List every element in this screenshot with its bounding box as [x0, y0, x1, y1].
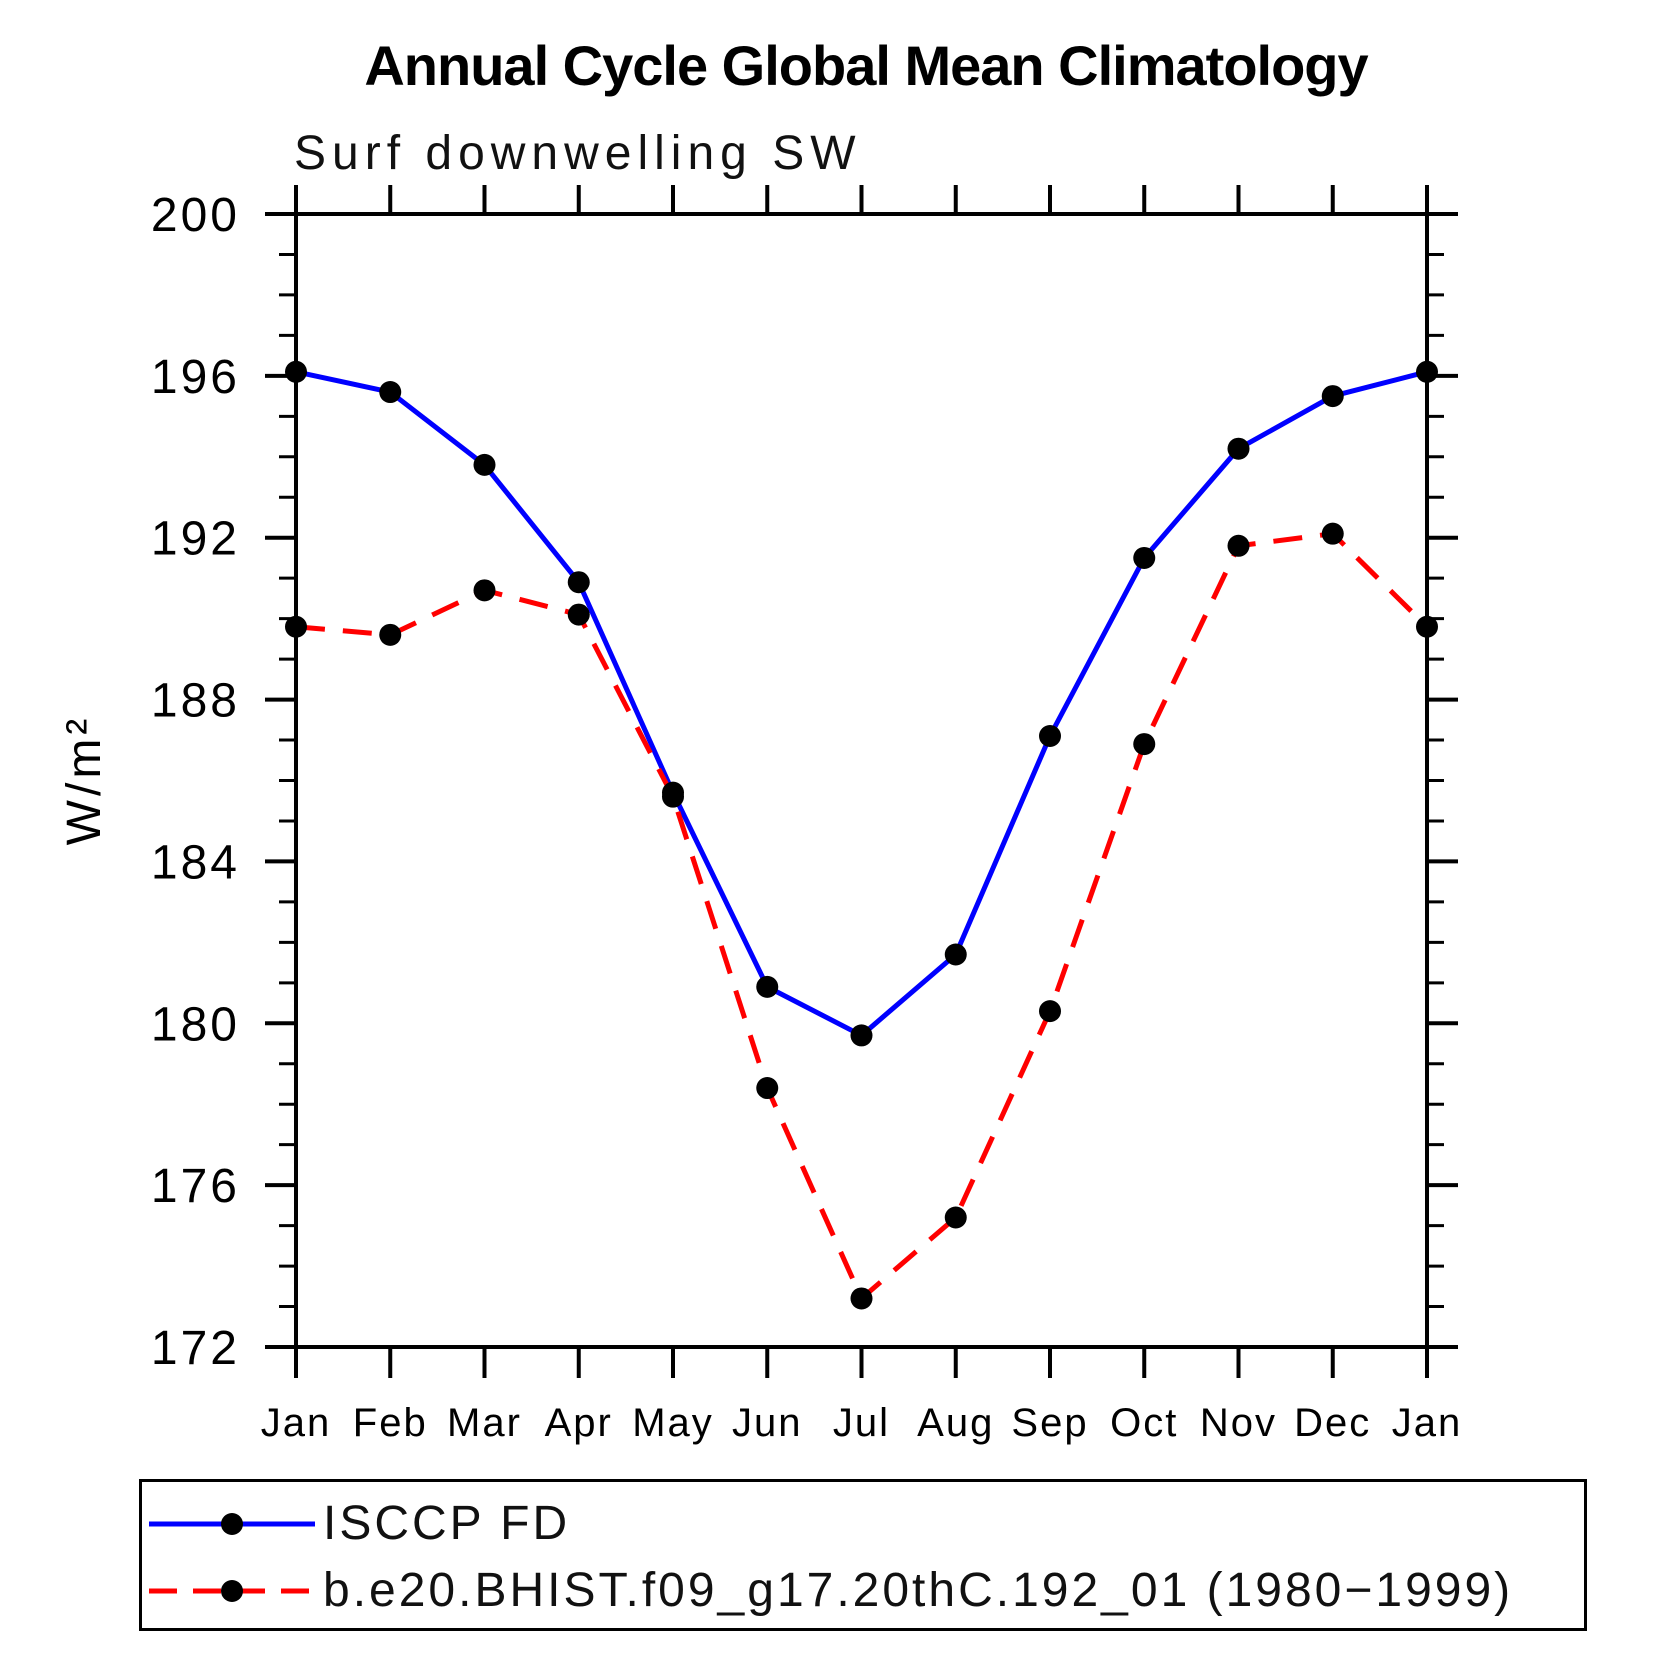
y-axis-title: W/m² [58, 715, 111, 846]
legend-item-isccp: ISCCP FD [149, 1500, 570, 1548]
y-tick-label: 200 [151, 189, 240, 242]
y-tick-label: 180 [151, 998, 240, 1051]
x-ticks: Jan Feb Mar Apr May Jun Jul Aug Sep Oct Nov Dec Jan [261, 185, 1463, 1445]
series-1 [295, 531, 1429, 1301]
x-tick-label: Jul [833, 1401, 890, 1445]
x-tick-label: Oct [1110, 1401, 1178, 1445]
legend-line-sample-solid [149, 1513, 315, 1535]
legend-label-model: b.e20.BHIST.f09_g17.20thC.192_01 (1980−1… [323, 1564, 1514, 1617]
x-tick-label: Apr [545, 1401, 613, 1445]
x-tick-label: Aug [917, 1401, 994, 1445]
y-tick-label: 192 [151, 513, 240, 566]
y-tick-label: 176 [151, 1160, 240, 1213]
x-tick-label: Jan [1392, 1401, 1463, 1445]
y-tick-label: 188 [151, 675, 240, 728]
x-tick-label: Jun [732, 1401, 803, 1445]
y-tick-label: 196 [151, 351, 240, 404]
x-tick-label: Feb [353, 1401, 428, 1445]
series-1-markers [285, 522, 1438, 1310]
legend-item-model: b.e20.BHIST.f09_g17.20thC.192_01 (1980−1… [149, 1567, 1513, 1615]
series-0 [295, 369, 1428, 1038]
chart-title: Annual Cycle Global Mean Climatology [364, 34, 1368, 97]
plot-frame [294, 212, 1429, 1349]
x-tick-label: Sep [1011, 1401, 1088, 1445]
legend-line-sample-dashed [149, 1580, 315, 1602]
series-0-markers [285, 360, 1438, 1047]
y-tick-label: 184 [151, 836, 240, 889]
x-tick-label: May [632, 1401, 714, 1445]
y-tick-label: 172 [151, 1322, 240, 1375]
x-tick-label: Jan [261, 1401, 332, 1445]
y-axis-label: W/m² [58, 715, 111, 846]
chart-subtitle: Surf downwelling SW [294, 127, 862, 180]
legend-box: ISCCP FD b.e20.BHIST.f09_g17.20thC.192_0… [139, 1479, 1587, 1631]
x-tick-label: Dec [1294, 1401, 1371, 1445]
y-major-ticks: 200 196 192 188 184 180 176 172 [151, 189, 1458, 1375]
legend-label-isccp: ISCCP FD [323, 1497, 571, 1550]
x-tick-label: Nov [1200, 1401, 1277, 1445]
y-minor-ticks [279, 252, 1444, 1309]
x-tick-label: Mar [447, 1401, 522, 1445]
